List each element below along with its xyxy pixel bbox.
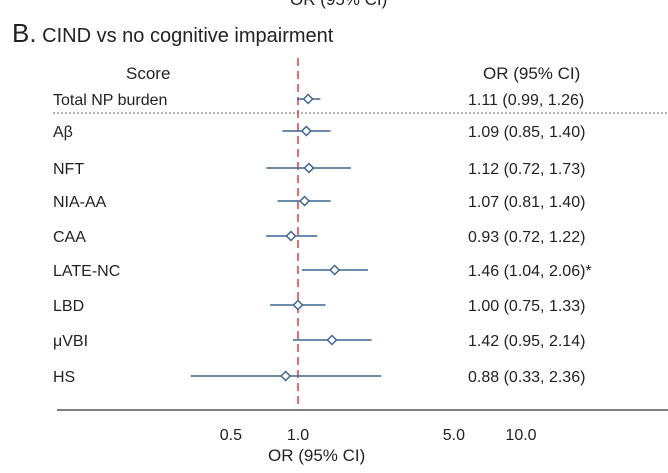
- row-label: Total NP burden: [53, 92, 167, 109]
- ci-text: 1.42 (0.95, 2.14): [468, 333, 585, 350]
- row-label: NIA-AA: [53, 194, 107, 211]
- x-axis-title: OR (95% CI): [268, 446, 366, 465]
- or-marker: [303, 162, 315, 174]
- row-label: CAA: [53, 229, 86, 246]
- ci-text: 1.09 (0.85, 1.40): [468, 124, 585, 141]
- ci-text: 1.12 (0.72, 1.73): [468, 161, 585, 178]
- or-marker: [302, 93, 314, 105]
- row-label: NFT: [53, 161, 84, 178]
- panel-letter: B.: [12, 18, 37, 48]
- or-marker: [292, 299, 304, 311]
- ci-text: 1.00 (0.75, 1.33): [468, 298, 585, 315]
- ci-text: 0.93 (0.72, 1.22): [468, 229, 585, 246]
- x-tick-label: 0.5: [220, 427, 242, 444]
- x-tick-label: 10.0: [505, 427, 536, 444]
- ci-text: 1.11 (0.99, 1.26): [468, 92, 584, 109]
- or-marker: [329, 264, 341, 276]
- or-marker: [285, 230, 297, 242]
- or-column-header: OR (95% CI): [483, 64, 581, 83]
- ci-text: 1.07 (0.81, 1.40): [468, 194, 585, 211]
- row-label: μVBI: [53, 333, 88, 350]
- panel-title-text: CIND vs no cognitive impairment: [42, 25, 334, 47]
- row-label: LATE-NC: [53, 263, 120, 280]
- or-marker: [326, 334, 338, 346]
- clipped-previous-axis-title: OR (95% CI): [290, 0, 387, 10]
- row-label: Aβ: [53, 124, 73, 141]
- ci-text: 0.88 (0.33, 2.36): [468, 369, 585, 386]
- row-label: HS: [53, 369, 75, 386]
- ci-text: 1.46 (1.04, 2.06)*: [468, 263, 592, 280]
- x-tick-label: 5.0: [443, 427, 465, 444]
- or-marker: [280, 370, 292, 382]
- row-label: LBD: [53, 298, 84, 315]
- or-marker: [298, 195, 311, 207]
- or-marker: [300, 125, 312, 137]
- x-tick-label: 1.0: [287, 427, 309, 444]
- panel-title: B. CIND vs no cognitive impairment: [12, 18, 333, 49]
- score-column-header: Score: [126, 64, 171, 83]
